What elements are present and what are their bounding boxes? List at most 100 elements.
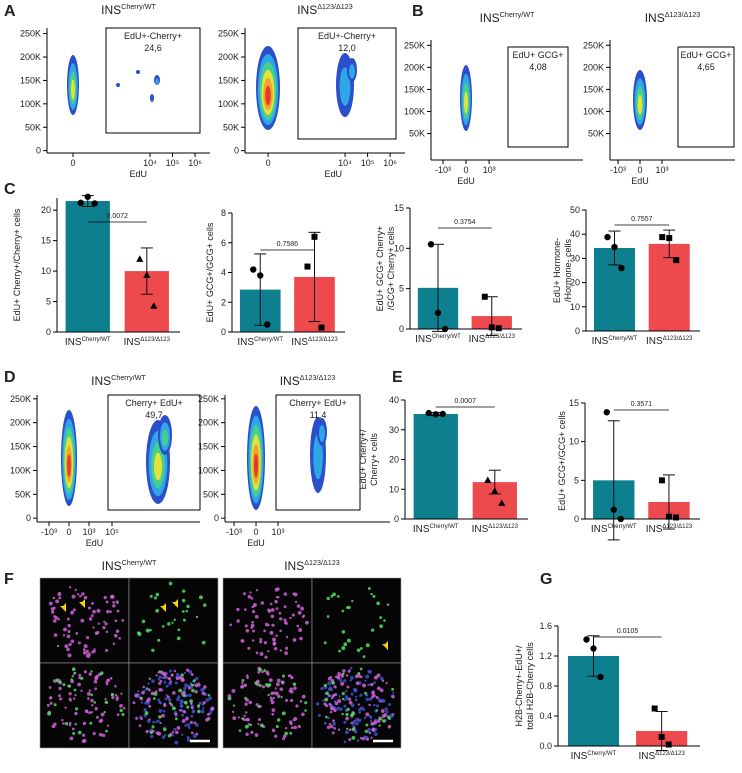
cell xyxy=(332,722,337,726)
density-contour xyxy=(339,67,351,106)
cell xyxy=(354,674,359,679)
bar xyxy=(65,201,110,332)
cell xyxy=(82,648,86,652)
cell xyxy=(103,710,106,714)
cell xyxy=(323,721,327,725)
cell xyxy=(149,628,152,632)
cell xyxy=(202,603,207,607)
cell xyxy=(175,676,180,681)
cell xyxy=(257,670,261,674)
cell xyxy=(231,688,236,693)
cell xyxy=(68,642,72,647)
cell xyxy=(372,594,376,598)
cell xyxy=(185,716,189,721)
cell xyxy=(329,724,334,729)
data-point xyxy=(658,477,665,484)
cell xyxy=(62,634,66,637)
x-axis-label: EdU xyxy=(86,538,104,548)
gate-percent: 4,65 xyxy=(697,62,715,72)
y-tick-label: 50K xyxy=(15,489,31,499)
data-point xyxy=(427,241,435,248)
cell xyxy=(365,723,369,727)
cell xyxy=(169,669,172,673)
cell xyxy=(388,702,392,706)
cell xyxy=(274,687,277,690)
cell xyxy=(105,600,109,604)
x-tick-label: -10³ xyxy=(226,527,242,537)
cell xyxy=(66,634,71,639)
cell xyxy=(323,702,327,706)
cell xyxy=(155,592,160,597)
p-value: 0.0072 xyxy=(107,213,129,220)
cell xyxy=(362,655,366,659)
cell xyxy=(351,599,354,603)
cell xyxy=(318,713,321,717)
x-tick-label: 0 xyxy=(66,527,71,537)
cell xyxy=(178,675,183,680)
gate-percent: 49,7 xyxy=(145,410,163,420)
micrograph-title: INSCherry/WT xyxy=(102,558,157,573)
cell xyxy=(385,710,389,714)
cell xyxy=(119,703,123,708)
cell xyxy=(276,678,281,683)
flow-title-main: INS xyxy=(645,11,665,25)
data-point xyxy=(143,271,151,278)
cell xyxy=(64,706,67,709)
cell xyxy=(279,629,282,633)
cell xyxy=(189,699,193,703)
cell xyxy=(109,677,113,680)
cell xyxy=(343,679,347,683)
cell xyxy=(345,716,349,721)
category-label-main: INS xyxy=(413,524,430,535)
y-tick-label: 15 xyxy=(394,203,404,213)
cell xyxy=(159,679,163,683)
cell xyxy=(48,697,52,700)
cell xyxy=(172,691,176,695)
cell xyxy=(169,680,172,683)
density-contour xyxy=(253,453,259,478)
x-tick-label: 10³ xyxy=(82,527,95,537)
cell xyxy=(89,721,93,725)
cell xyxy=(227,696,232,701)
cell xyxy=(52,606,56,610)
gate-name: Cherry+ EdU+ xyxy=(289,398,347,408)
cell xyxy=(93,648,96,651)
cell xyxy=(167,622,171,626)
cell xyxy=(99,718,104,723)
gate-percent: 12,0 xyxy=(338,43,356,53)
cell xyxy=(259,723,264,728)
flow-title-sup: Δ123/Δ123 xyxy=(300,373,336,382)
x-axis-label: EdU xyxy=(247,538,265,548)
cell xyxy=(179,708,182,712)
cell xyxy=(379,700,382,703)
cell xyxy=(103,620,106,623)
cell xyxy=(67,684,72,688)
gate-name: EdU+-Cherry+ xyxy=(124,31,182,41)
cell xyxy=(367,727,371,732)
cell xyxy=(188,693,192,697)
cell xyxy=(74,588,77,592)
micrograph-title-main: INS xyxy=(284,559,304,573)
cell xyxy=(162,672,167,676)
category-label-main: INS xyxy=(124,337,141,348)
micrograph-title: INSΔ123/Δ123 xyxy=(284,558,340,573)
y-tick-label: 0 xyxy=(46,327,51,337)
cell xyxy=(53,633,58,637)
cell xyxy=(181,713,184,717)
x-tick-label: 0 xyxy=(70,158,75,168)
cell xyxy=(243,714,246,718)
data-point xyxy=(590,645,597,652)
cell xyxy=(355,681,360,686)
cell xyxy=(304,701,308,705)
cell xyxy=(258,684,262,687)
cell xyxy=(358,711,362,714)
flow-title-sup: Δ123/Δ123 xyxy=(665,10,701,19)
cell xyxy=(255,588,259,592)
cell xyxy=(158,681,162,685)
cell xyxy=(241,681,244,685)
cell xyxy=(181,598,186,603)
y-tick-label: 0.4 xyxy=(539,711,552,721)
cell xyxy=(67,630,71,633)
cell xyxy=(391,687,394,691)
cell xyxy=(210,706,215,711)
